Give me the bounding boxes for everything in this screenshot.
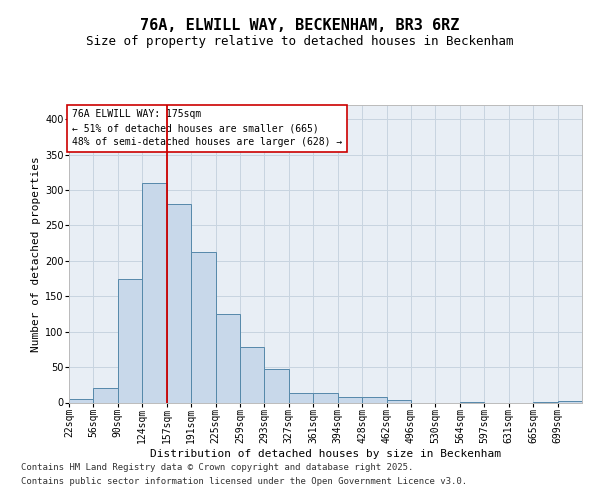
- Bar: [69, 399, 94, 402]
- Bar: [191, 252, 215, 402]
- Bar: [118, 278, 142, 402]
- Text: 76A, ELWILL WAY, BECKENHAM, BR3 6RZ: 76A, ELWILL WAY, BECKENHAM, BR3 6RZ: [140, 18, 460, 32]
- Bar: [167, 204, 191, 402]
- Bar: [362, 397, 386, 402]
- Bar: [265, 368, 289, 402]
- Y-axis label: Number of detached properties: Number of detached properties: [31, 156, 41, 352]
- Bar: [557, 401, 582, 402]
- X-axis label: Distribution of detached houses by size in Beckenham: Distribution of detached houses by size …: [150, 449, 501, 459]
- Bar: [142, 183, 167, 402]
- Bar: [215, 314, 240, 402]
- Bar: [289, 392, 313, 402]
- Text: Contains HM Land Registry data © Crown copyright and database right 2025.: Contains HM Land Registry data © Crown c…: [21, 462, 413, 471]
- Text: 76A ELWILL WAY: 175sqm
← 51% of detached houses are smaller (665)
48% of semi-de: 76A ELWILL WAY: 175sqm ← 51% of detached…: [71, 110, 342, 148]
- Bar: [338, 397, 362, 402]
- Bar: [386, 400, 411, 402]
- Text: Contains public sector information licensed under the Open Government Licence v3: Contains public sector information licen…: [21, 478, 467, 486]
- Bar: [313, 392, 338, 402]
- Text: Size of property relative to detached houses in Beckenham: Size of property relative to detached ho…: [86, 35, 514, 48]
- Bar: [94, 388, 118, 402]
- Bar: [240, 347, 265, 403]
